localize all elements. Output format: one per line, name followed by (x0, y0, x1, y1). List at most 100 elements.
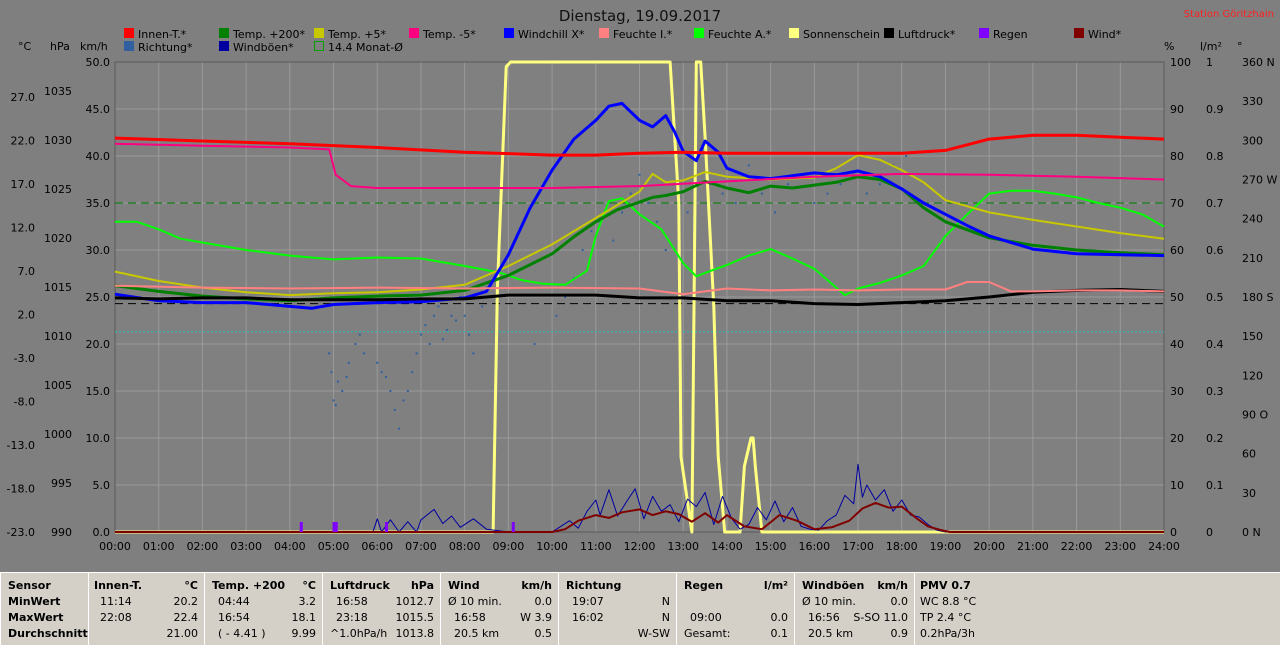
legend-swatch-regen (979, 28, 989, 38)
axis-kmh-tick-8: 10.0 (86, 432, 111, 445)
axis-rain-tick-6: 0.4 (1206, 338, 1224, 351)
axis-celsius-tick-1: 22.0 (11, 135, 36, 148)
legend-swatch-feuchte-i (599, 28, 609, 38)
innen-max-time: 22:08 (100, 611, 132, 624)
axis-time-tick-5: 05:00 (318, 540, 350, 553)
axis-celsius-tick-10: -23.0 (7, 526, 35, 539)
direction-dot-5 (341, 390, 344, 392)
legend-label-temp-5: Temp. -5* (422, 28, 476, 41)
direction-dot-27 (446, 328, 449, 331)
axis-degree-tick-6: 180 S (1242, 291, 1273, 304)
direction-dot-13 (384, 375, 387, 378)
axes: 27.0 22.0 17.0 12.0 7.0 2.0 -3.0 -8.0 -13.0 -18.0… (7, 56, 1278, 553)
axis-hpa-tick-7: 1000 (44, 428, 72, 441)
axis-hpa-tick-1: 1030 (44, 134, 72, 147)
axis-hpa-tick-2: 1025 (44, 183, 72, 196)
direction-dot-20 (415, 352, 418, 355)
boen-min-value: 0.0 (890, 595, 909, 608)
innen-max-value: 22.4 (173, 611, 199, 624)
axis-percent-tick-9: 10 (1170, 479, 1184, 492)
legend-swatch-feuchte-a (694, 28, 704, 38)
direction-dot-63 (839, 183, 842, 186)
stats-druck: Luftdruck hPa 16:58 1012.7 23:18 1015.5 ^1.… (322, 573, 441, 645)
legend-swatch-sonnenschein (789, 28, 799, 38)
legend-label-windchill-x: Windchill X* (518, 28, 585, 41)
rain-mark-0 (299, 522, 303, 532)
station-name: Station Göritzhain (1184, 9, 1274, 20)
pmv-line-3: 0.2hPa/3h (920, 627, 976, 640)
regen-total: 0.1 (770, 627, 789, 640)
series-temp-200 (114, 175, 1165, 303)
direction-dot-66 (878, 183, 881, 186)
legend-label-wind: Wind* (1088, 28, 1122, 41)
direction-dot-61 (813, 202, 816, 204)
direction-dot-43 (612, 239, 615, 242)
innen-avg: 21.00 (166, 627, 199, 640)
direction-dot-1 (330, 371, 333, 374)
regen-max-value: 0.0 (770, 611, 789, 624)
legend-swatch-temp-5 (314, 28, 324, 38)
stats-boen: Windböen km/h Ø 10 min. 0.0 16:56 S-SO 11.0… (794, 573, 915, 645)
legend-label-feuchte-a: Feuchte A.* (708, 28, 772, 41)
druck-avg-extra: ^1.0hPa/h (330, 627, 388, 640)
label-min: MinWert (8, 595, 61, 608)
direction-dot-59 (787, 183, 790, 186)
wind-avg-extra: 20.5 km (454, 627, 500, 640)
axis-time-tick-1: 01:00 (143, 540, 175, 553)
axis-time-tick-2: 02:00 (187, 540, 219, 553)
axis-hpa-tick-0: 1035 (44, 85, 72, 98)
direction-dot-21 (419, 333, 422, 336)
axis-celsius-tick-5: 2.0 (18, 309, 36, 322)
direction-dot-54 (721, 192, 724, 195)
wind-max-time: 16:58 (454, 611, 486, 624)
direction-dot-45 (629, 192, 632, 195)
axis-degree-tick-2: 300 (1242, 134, 1263, 147)
direction-dot-19 (411, 371, 414, 374)
druck-min-value: 1012.7 (395, 595, 435, 608)
axis-time-tick-24: 24:00 (1148, 540, 1180, 553)
unit-percent: % (1164, 40, 1174, 53)
axis-time-tick-16: 16:00 (798, 540, 830, 553)
direction-dot-47 (647, 202, 650, 204)
direction-dot-9 (358, 333, 361, 336)
direction-dot-56 (747, 164, 750, 167)
axis-percent-tick-0: 100 (1170, 56, 1191, 69)
richtung-avg: W-SW (637, 627, 670, 640)
series-sonnenschein (115, 60, 1164, 534)
richtung-max-value: N (661, 611, 670, 624)
direction-dot-28 (450, 314, 453, 317)
pmv-line-1: WC 8.8 °C (920, 595, 977, 608)
rain-mark-2 (334, 522, 338, 532)
direction-dot-6 (345, 375, 348, 378)
temp-max-time: 16:54 (218, 611, 250, 624)
unit-kmh: km/h (80, 40, 108, 53)
stats-pmv: PMV 0.7 WC 8.8 °C TP 2.4 °C 0.2hPa/3h (914, 573, 1280, 645)
temp-min-time: 04:44 (218, 595, 250, 608)
series-feuchte-i (114, 281, 1165, 296)
axis-degree-tick-7: 150 (1242, 330, 1263, 343)
axis-percent-tick-7: 30 (1170, 385, 1184, 398)
temp-avg: 9.99 (291, 627, 317, 640)
legend-label-richtung: Richtung* (138, 41, 193, 54)
stats-innen: Innen-T. °C 11:14 20.2 22:08 22.4 21.00 (88, 573, 205, 645)
legend-label-sonnenschein: Sonnenschein (803, 28, 880, 41)
direction-dot-3 (334, 404, 337, 407)
axis-rain-tick-5: 0.5 (1206, 291, 1224, 304)
druck-min-time: 16:58 (336, 595, 368, 608)
axis-celsius-tick-7: -8.0 (14, 396, 35, 409)
richtung-min-time: 19:07 (572, 595, 604, 608)
axis-degree-tick-12: 0 N (1242, 526, 1261, 539)
axis-celsius-tick-0: 27.0 (11, 91, 36, 104)
series-lines (114, 60, 1165, 534)
axis-kmh-tick-10: 0.0 (93, 526, 111, 539)
axis-rain-tick-8: 0.2 (1206, 432, 1224, 445)
axis-kmh-tick-5: 25.0 (86, 291, 111, 304)
direction-dot-12 (380, 371, 383, 374)
direction-dot-49 (664, 249, 667, 251)
direction-dot-51 (686, 211, 689, 214)
axis-rain-tick-9: 0.1 (1206, 479, 1224, 492)
regen-avg-extra: Gesamt: (684, 627, 731, 640)
boen-avg-extra: 20.5 km (808, 627, 854, 640)
axis-kmh-tick-9: 5.0 (93, 479, 111, 492)
direction-dot-11 (376, 361, 379, 364)
